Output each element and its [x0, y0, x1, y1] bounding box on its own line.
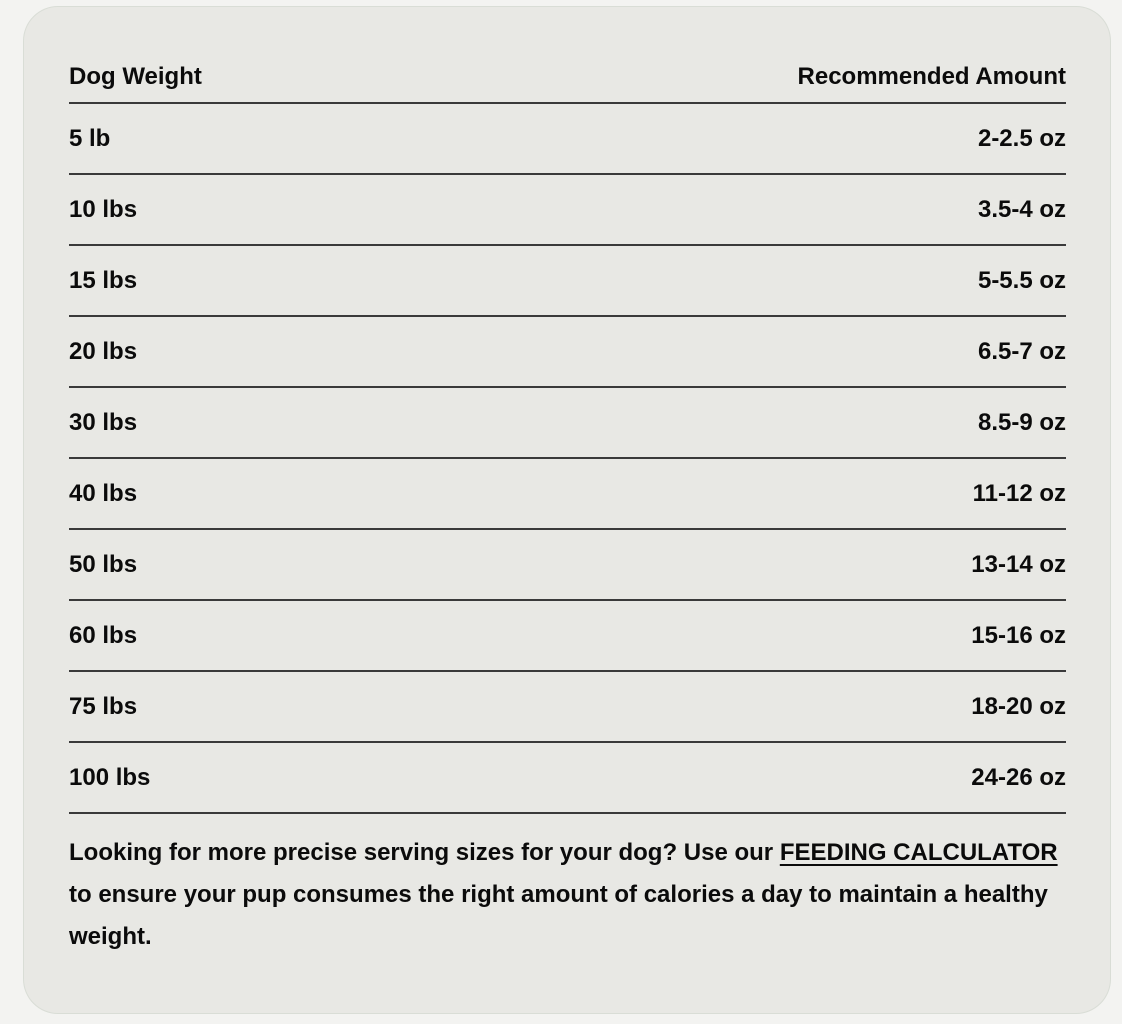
- dog-weight-cell: 15 lbs: [69, 266, 138, 294]
- header-recommended-amount: Recommended Amount: [797, 63, 1066, 90]
- dog-weight-cell: 5 lb: [69, 124, 111, 152]
- table-row: 30 lbs 8.5-9 oz: [69, 388, 1066, 459]
- recommended-amount-cell: 8.5-9 oz: [977, 408, 1066, 436]
- dog-weight-cell: 50 lbs: [69, 550, 138, 578]
- table-header: Dog Weight Recommended Amount: [69, 57, 1066, 104]
- table-row: 40 lbs 11-12 oz: [69, 459, 1066, 530]
- feeding-calculator-link[interactable]: FEEDING CALCULATOR: [779, 839, 1058, 866]
- table-row: 100 lbs 24-26 oz: [69, 743, 1066, 814]
- header-dog-weight: Dog Weight: [69, 63, 202, 90]
- dog-weight-cell: 60 lbs: [69, 621, 138, 649]
- table-row: 10 lbs 3.5-4 oz: [69, 175, 1066, 246]
- table-row: 60 lbs 15-16 oz: [69, 601, 1066, 672]
- table-row: 15 lbs 5-5.5 oz: [69, 246, 1066, 317]
- recommended-amount-cell: 13-14 oz: [971, 550, 1066, 578]
- recommended-amount-cell: 24-26 oz: [971, 763, 1066, 791]
- table-row: 75 lbs 18-20 oz: [69, 672, 1066, 743]
- table-row: 20 lbs 6.5-7 oz: [69, 317, 1066, 388]
- table-row: 50 lbs 13-14 oz: [69, 530, 1066, 601]
- dog-weight-cell: 40 lbs: [69, 479, 138, 507]
- table-body: 5 lb 2-2.5 oz 10 lbs 3.5-4 oz 15 lbs 5-5.5 oz…: [69, 104, 1066, 814]
- recommended-amount-cell: 15-16 oz: [971, 621, 1066, 649]
- recommended-amount-cell: 18-20 oz: [971, 692, 1066, 720]
- recommended-amount-cell: 5-5.5 oz: [977, 266, 1066, 294]
- dog-weight-cell: 10 lbs: [69, 195, 138, 223]
- note-text-before: Looking for more precise serving sizes f…: [69, 839, 780, 866]
- dog-weight-cell: 75 lbs: [69, 692, 138, 720]
- dog-weight-cell: 20 lbs: [69, 337, 138, 365]
- recommended-amount-cell: 11-12 oz: [972, 479, 1066, 507]
- recommended-amount-cell: 2-2.5 oz: [977, 124, 1066, 152]
- table-row: 5 lb 2-2.5 oz: [69, 104, 1066, 175]
- feeding-note: Looking for more precise serving sizes f…: [69, 832, 1059, 958]
- dog-weight-cell: 100 lbs: [69, 763, 151, 791]
- recommended-amount-cell: 6.5-7 oz: [977, 337, 1066, 365]
- note-text-after: to ensure your pup consumes the right am…: [69, 881, 1048, 950]
- recommended-amount-cell: 3.5-4 oz: [977, 195, 1066, 223]
- feeding-guide-card: Dog Weight Recommended Amount 5 lb 2-2.5 …: [24, 7, 1110, 1013]
- dog-weight-cell: 30 lbs: [69, 408, 138, 436]
